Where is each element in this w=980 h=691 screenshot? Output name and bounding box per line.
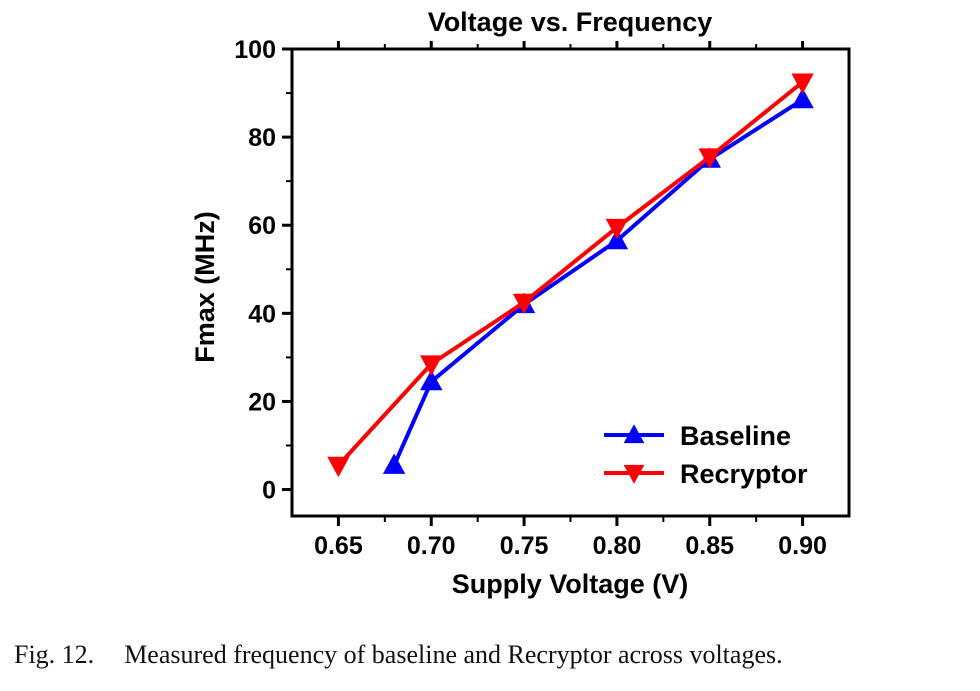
data-point — [698, 148, 721, 169]
series-line — [336, 80, 804, 467]
data-point — [791, 87, 814, 109]
y-tick-label: 100 — [234, 36, 276, 64]
y-axis-label: Fmax (MHz) — [190, 211, 220, 363]
y-tick-label: 20 — [248, 388, 276, 416]
x-tick-label: 0.85 — [685, 532, 734, 560]
x-tick-label: 0.70 — [407, 532, 456, 560]
series-recryptor — [327, 73, 814, 478]
voltage-frequency-chart: Voltage vs. Frequency Fmax (MHz) Supply … — [190, 7, 851, 599]
data-point — [420, 369, 443, 391]
axis-ticks: 0.65 0.70 0.75 0.80 0.85 0.90 0 20 40 60 80 100 — [234, 36, 827, 560]
x-tick-label: 0.65 — [314, 532, 363, 560]
series-baseline — [382, 87, 814, 474]
y-tick-label: 0 — [262, 477, 276, 505]
data-point — [791, 73, 814, 94]
y-tick-label: 60 — [248, 212, 276, 240]
legend-marker — [623, 464, 645, 484]
x-tick-label: 0.80 — [593, 532, 642, 560]
data-point — [420, 355, 443, 376]
x-tick-label: 0.90 — [778, 532, 827, 560]
figure-label: Fig. 12. — [14, 640, 95, 669]
x-tick-label: 0.75 — [500, 532, 549, 560]
data-point — [605, 228, 629, 250]
legend-label: Recryptor — [680, 459, 808, 489]
data-point — [605, 218, 629, 240]
legend-label: Baseline — [680, 421, 791, 451]
chart-title: Voltage vs. Frequency — [428, 7, 713, 37]
legend-item: Baseline — [604, 421, 791, 451]
legend-marker — [623, 424, 645, 444]
y-tick-label: 40 — [248, 300, 276, 328]
data-point — [512, 293, 536, 315]
data-point — [382, 453, 406, 474]
data-series — [327, 73, 814, 478]
x-axis-label: Supply Voltage (V) — [452, 569, 689, 599]
figure-caption: Fig. 12. Measured frequency of baseline a… — [14, 640, 974, 670]
legend-item: Recryptor — [604, 459, 808, 489]
series-line — [392, 97, 804, 467]
caption-text: Measured frequency of baseline and Recry… — [124, 640, 783, 669]
y-tick-label: 80 — [248, 124, 276, 152]
data-point — [327, 456, 350, 478]
legend: Baseline Recryptor — [604, 421, 808, 489]
